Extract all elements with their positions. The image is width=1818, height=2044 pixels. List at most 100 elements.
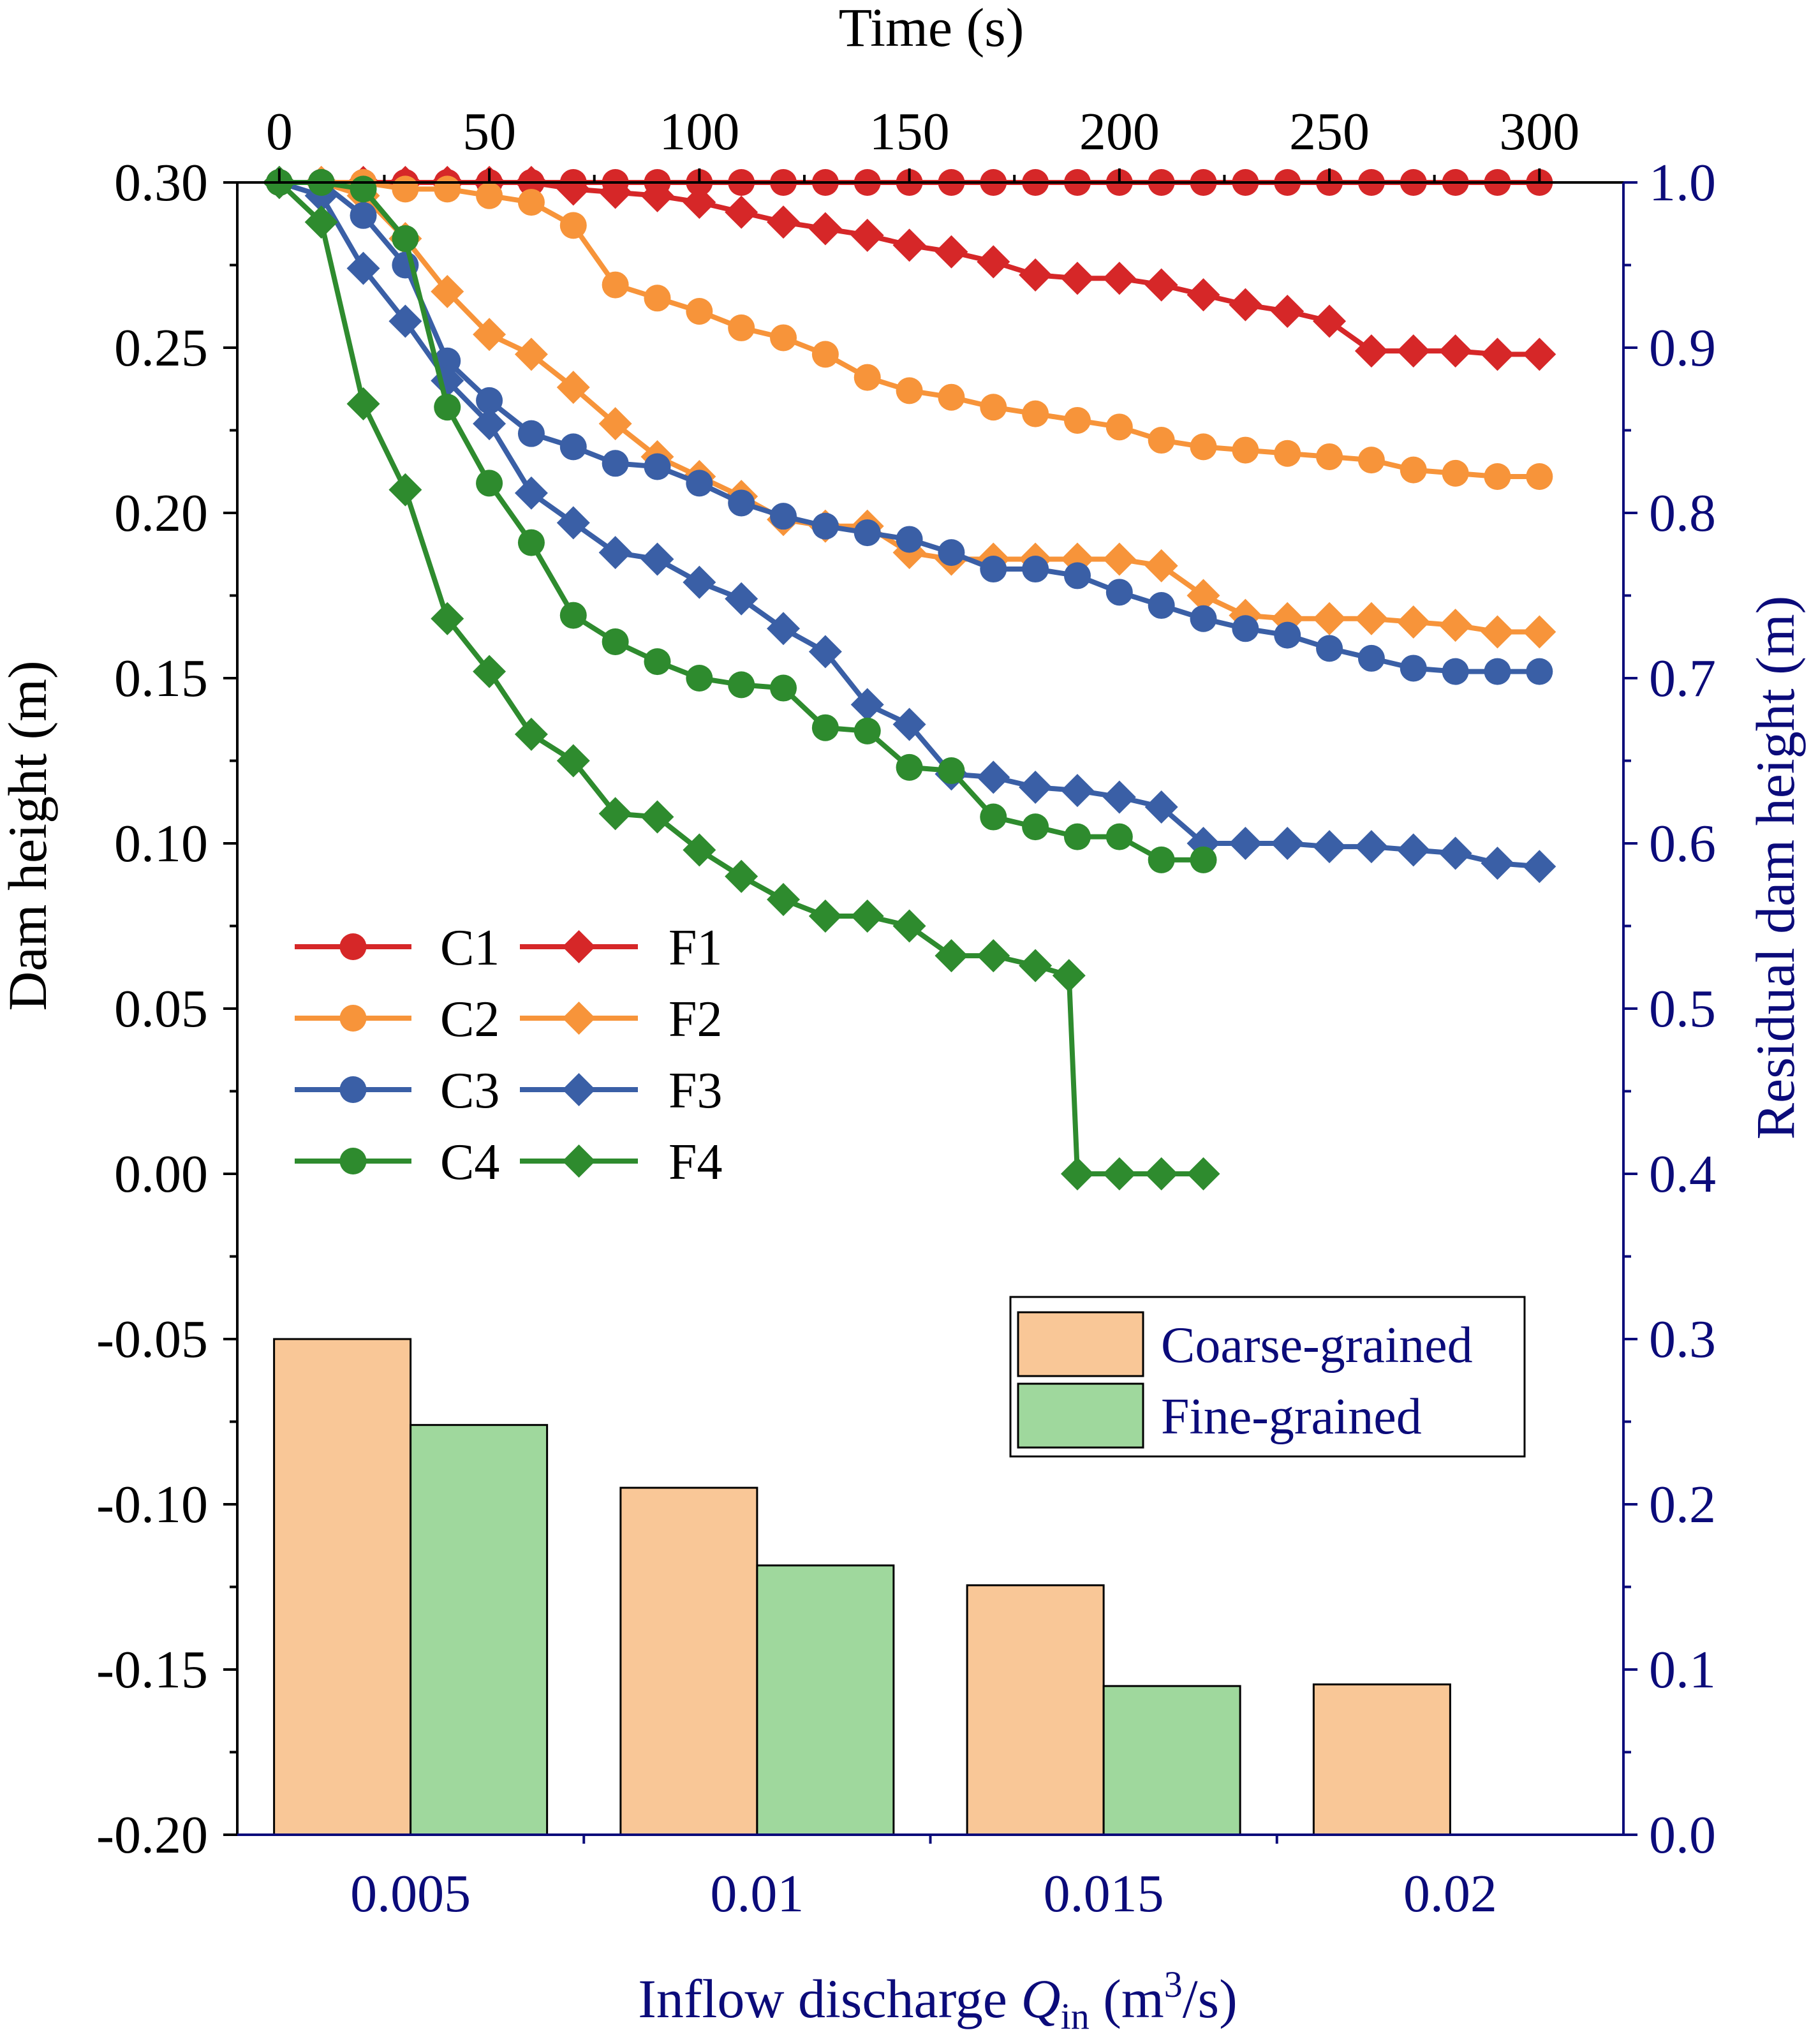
- left-tick-label: -0.20: [96, 1805, 208, 1865]
- point-f3: [1229, 827, 1262, 860]
- point-f1: [892, 228, 926, 262]
- point-f4: [767, 883, 801, 917]
- bottom-tick-label: 0.005: [350, 1864, 471, 1923]
- bottom-tick-label: 0.02: [1403, 1864, 1497, 1923]
- bar-legend: Coarse-grained Fine-grained: [1009, 1296, 1526, 1458]
- point-f2: [1481, 615, 1514, 649]
- point-f3: [767, 612, 801, 646]
- point-c2: [476, 182, 503, 209]
- point-f3: [640, 542, 674, 576]
- point-f2: [598, 407, 632, 441]
- right-axis-title: Residual dam height (m): [1745, 596, 1806, 1140]
- point-c4: [476, 470, 503, 497]
- point-f3: [1019, 770, 1053, 804]
- point-f2: [1523, 615, 1556, 649]
- point-f1: [1229, 288, 1262, 322]
- bar-fine-grained-0.015: [1102, 1685, 1241, 1836]
- point-f3: [514, 476, 548, 510]
- point-f2: [1313, 602, 1347, 635]
- point-c3: [1484, 658, 1511, 685]
- right-tick-label: 0.2: [1649, 1475, 1716, 1534]
- bar-legend-entry-fine-grained: Fine-grained: [1017, 1382, 1422, 1449]
- point-c2: [811, 341, 839, 368]
- point-c3: [476, 387, 503, 414]
- point-f1: [1102, 262, 1136, 295]
- point-c3: [938, 539, 965, 567]
- point-f1: [935, 235, 968, 269]
- legend-marker: [339, 1076, 367, 1103]
- point-f4: [1060, 1157, 1094, 1190]
- point-f3: [598, 536, 632, 570]
- point-c2: [1316, 443, 1343, 470]
- point-f4: [1102, 1157, 1136, 1190]
- point-c4: [602, 628, 629, 656]
- right-tick-label: 0.4: [1649, 1144, 1716, 1204]
- point-f1: [1438, 334, 1472, 368]
- point-f4: [935, 939, 968, 973]
- legend-entry-f3: F3: [520, 1063, 723, 1119]
- point-f1: [977, 245, 1010, 279]
- point-f1: [725, 195, 758, 229]
- point-c3: [1022, 556, 1049, 583]
- point-c4: [644, 648, 671, 676]
- point-c2: [1484, 463, 1511, 491]
- point-f3: [1060, 774, 1094, 808]
- point-c3: [517, 420, 545, 447]
- point-f3: [1102, 780, 1136, 814]
- point-c3: [770, 503, 797, 530]
- point-f1: [1481, 337, 1514, 371]
- point-c2: [1190, 433, 1217, 461]
- top-tick-label: 200: [1079, 102, 1160, 161]
- point-c4: [517, 529, 545, 556]
- point-f3: [725, 582, 758, 616]
- point-f4: [346, 387, 380, 421]
- legend-entry-c1: C1: [295, 920, 499, 976]
- bar-legend-swatch: [1017, 1311, 1144, 1377]
- point-c4: [1105, 823, 1133, 850]
- legend-entry-f2: F2: [520, 991, 723, 1048]
- point-f4: [304, 205, 338, 239]
- bar-legend-swatch: [1017, 1382, 1144, 1449]
- legend-entry-c4: C4: [295, 1134, 499, 1190]
- legend-marker: [339, 1005, 367, 1032]
- top-tick-label: 250: [1289, 102, 1370, 161]
- point-f4: [850, 899, 884, 933]
- legend-label: C3: [440, 1063, 499, 1119]
- point-c2: [392, 175, 419, 203]
- legend-label: C1: [440, 920, 499, 976]
- point-f3: [808, 635, 842, 669]
- point-c2: [434, 175, 461, 203]
- right-tick-label: 0.1: [1649, 1640, 1716, 1700]
- point-f3: [683, 565, 716, 599]
- point-c2: [1400, 456, 1427, 484]
- right-tick-label: 0.0: [1649, 1805, 1716, 1865]
- point-c2: [644, 285, 671, 312]
- point-c4: [1148, 846, 1175, 873]
- point-f2: [1438, 609, 1472, 642]
- right-tick-label: 0.8: [1649, 484, 1716, 543]
- point-f3: [892, 707, 926, 741]
- point-f3: [1354, 830, 1388, 864]
- bottom-axis-title-prefix: Inflow discharge: [638, 1968, 1021, 2029]
- point-f1: [598, 175, 632, 209]
- point-c2: [770, 324, 797, 352]
- point-c2: [1442, 459, 1469, 487]
- point-f2: [514, 337, 548, 371]
- point-f1: [808, 212, 842, 246]
- top-tick-label: 50: [462, 102, 516, 161]
- point-c2: [1274, 440, 1301, 467]
- point-f4: [431, 602, 464, 635]
- point-f4: [1144, 1157, 1178, 1190]
- point-c2: [854, 364, 881, 391]
- point-c4: [1022, 813, 1049, 841]
- bar-fine-grained-0.005: [410, 1424, 549, 1836]
- right-tick-label: 0.3: [1649, 1310, 1716, 1369]
- bar-legend-label: Coarse-grained: [1161, 1317, 1473, 1374]
- point-c3: [1357, 644, 1385, 672]
- point-f4: [1186, 1157, 1220, 1190]
- legend-entry-f4: F4: [520, 1134, 723, 1190]
- point-c3: [1526, 658, 1553, 685]
- legend-marker: [562, 1002, 596, 1035]
- point-f2: [1186, 579, 1220, 612]
- point-c3: [1190, 605, 1217, 632]
